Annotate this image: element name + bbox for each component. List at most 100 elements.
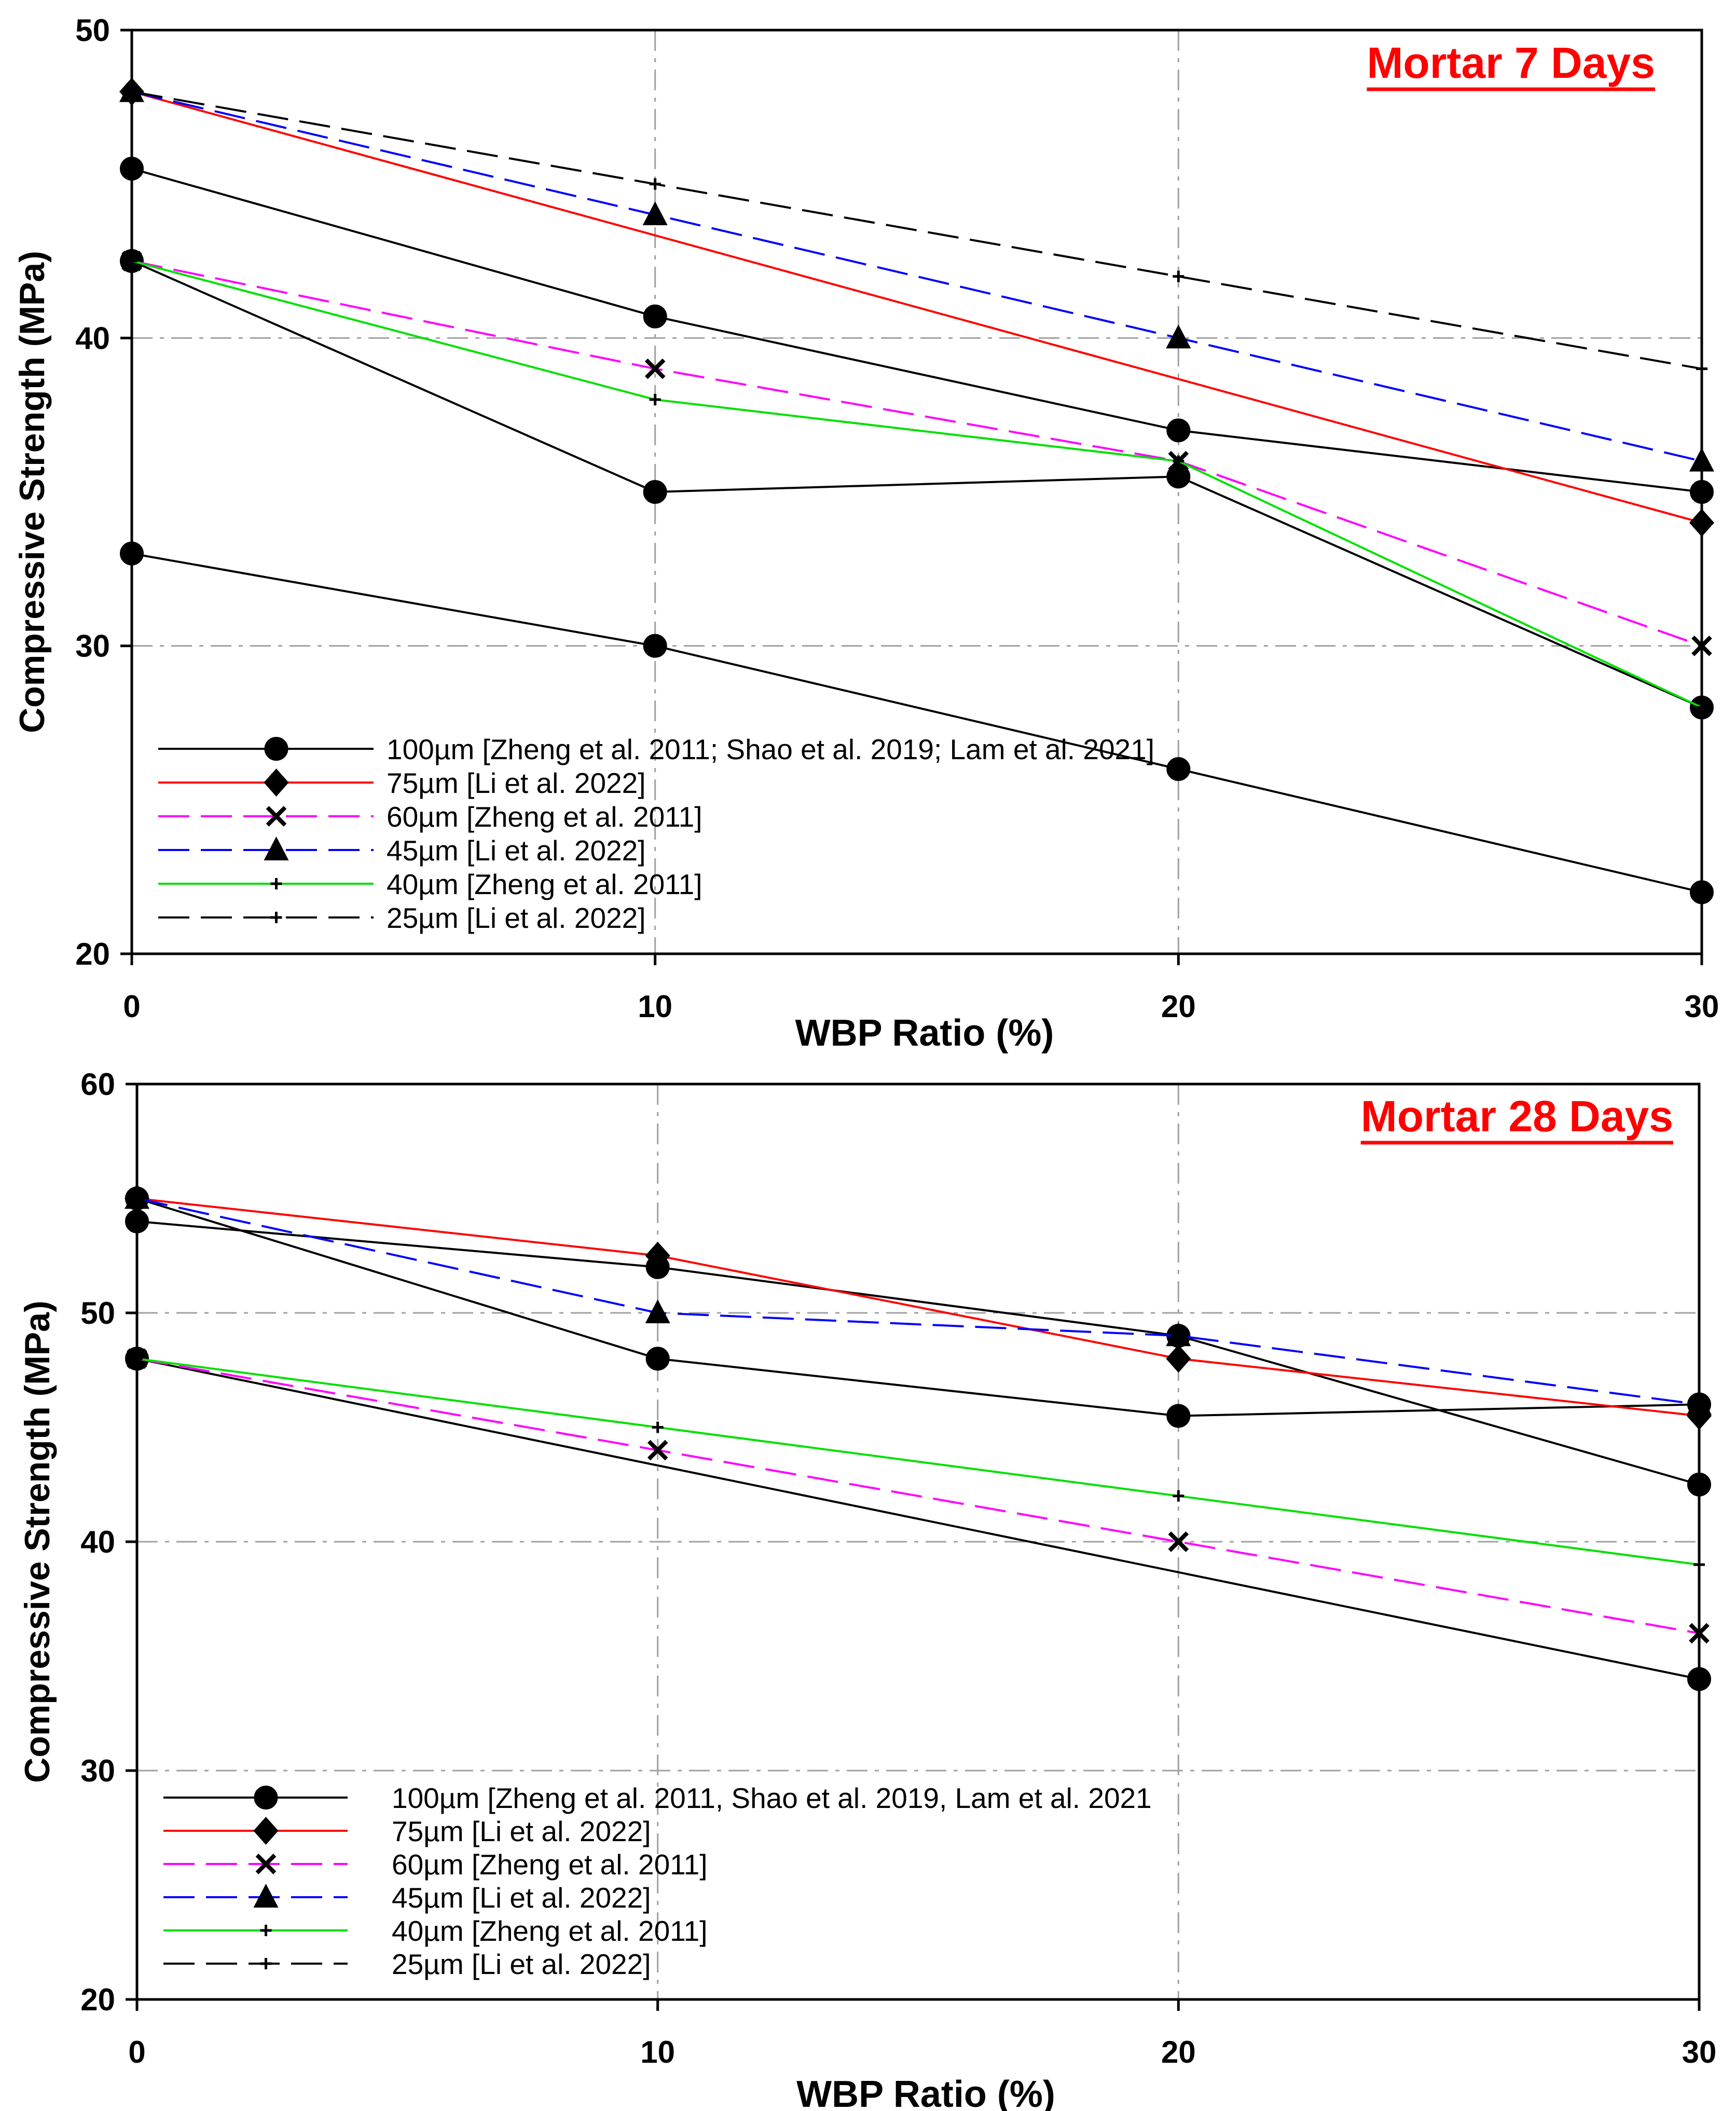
legend-marker <box>253 1884 279 1908</box>
series-line <box>131 90 1702 524</box>
y-tick-label: 20 <box>80 1982 115 2017</box>
data-point <box>1690 480 1714 504</box>
series-line <box>136 1358 1700 1566</box>
data-point <box>1687 1667 1711 1691</box>
legend-entry: 25µm [Li et al. 2022] <box>158 902 646 934</box>
grid-lines <box>132 30 1702 954</box>
grid-lines <box>137 1084 1699 1999</box>
data-point <box>644 358 666 379</box>
data-point <box>1689 447 1714 472</box>
x-tick-label: 10 <box>638 989 672 1024</box>
series-line <box>136 1358 1700 1635</box>
legend-entry: 60µm [Zheng et al. 2011] <box>163 1848 708 1881</box>
x-tick-label: 10 <box>640 2035 675 2069</box>
x-tick-label: 20 <box>1161 2035 1196 2069</box>
legend-label: 25µm [Li et al. 2022] <box>392 1948 651 1980</box>
legend-entry: 60µm [Zheng et al. 2011] <box>158 801 702 833</box>
x-tick-label: 0 <box>128 2035 145 2069</box>
legend: 100µm [Zheng et al. 2011; Shao et al. 20… <box>158 733 1154 934</box>
series-100-m-shao-et-al-2019- <box>125 1209 1711 1497</box>
y-tick-label: 40 <box>80 1525 115 1559</box>
data-point <box>1173 270 1184 282</box>
y-tick-label: 50 <box>75 13 110 48</box>
legend-label: 100µm [Zheng et al. 2011; Shao et al. 20… <box>387 733 1154 765</box>
data-point <box>1173 455 1184 467</box>
y-axis-label: Compressive Strength (MPa) <box>12 251 52 733</box>
series-line <box>136 1197 1700 1417</box>
legend-entry: 100µm [Zheng et al. 2011, Shao et al. 20… <box>163 1782 1152 1814</box>
series-line <box>131 260 1702 709</box>
data-point <box>1166 1404 1191 1428</box>
data-point <box>649 394 661 405</box>
legend-marker <box>260 1958 272 1969</box>
series-line <box>131 552 1702 894</box>
legend-label: 45µm [Li et al. 2022] <box>387 834 646 867</box>
y-tick-label: 60 <box>80 1067 115 1102</box>
data-point <box>642 201 668 225</box>
chart-title: Mortar 7 Days <box>1367 38 1655 87</box>
plot-frame <box>130 29 1703 955</box>
data-point <box>1166 324 1191 349</box>
legend-marker <box>270 912 282 923</box>
data-point <box>120 157 144 181</box>
series-line <box>131 260 1702 709</box>
chart-panel-28-days: 0 10 20 30 20 30 40 50 60 WBP Ratio (%) Compressiv… <box>18 1067 1716 2111</box>
series-45-m <box>119 78 1714 472</box>
legend-marker <box>270 878 282 889</box>
legend-label: 75µm [Li et al. 2022] <box>387 767 646 799</box>
data-point <box>1696 363 1707 375</box>
data-point <box>1166 1322 1191 1347</box>
y-axis-label: Compressive Strength (MPa) <box>18 1300 57 1783</box>
data-point <box>645 1241 670 1270</box>
legend-marker <box>260 1925 272 1936</box>
x-tick-label: 20 <box>1161 989 1196 1024</box>
data-point <box>1687 1391 1712 1415</box>
legend-entry: 45µm [Li et al. 2022] <box>158 834 646 867</box>
series-line <box>136 1220 1700 1486</box>
data-point <box>1166 1345 1191 1373</box>
series-40-m <box>131 1353 1705 1571</box>
x-tick-label: 30 <box>1685 989 1719 1024</box>
series-line <box>136 1197 1700 1406</box>
series-line <box>131 90 1702 462</box>
data-point <box>125 1185 149 1209</box>
data-point <box>131 1353 143 1365</box>
data-point <box>647 1440 668 1461</box>
data-point <box>645 1347 670 1371</box>
data-point <box>1166 757 1191 781</box>
series-line <box>131 260 1702 647</box>
legend-label: 60µm [Zheng et al. 2011] <box>392 1848 708 1881</box>
data-point <box>1166 418 1191 443</box>
legend-label: 40µm [Zheng et al. 2011] <box>387 868 702 900</box>
data-point <box>120 541 144 566</box>
data-point <box>1693 1559 1705 1571</box>
y-tick-label: 30 <box>75 629 110 664</box>
legend-marker <box>254 1786 278 1810</box>
data-point <box>643 634 667 658</box>
data-point <box>652 1421 664 1433</box>
series-75-m <box>125 1184 1712 1430</box>
legend: 100µm [Zheng et al. 2011, Shao et al. 20… <box>163 1782 1152 1980</box>
legend-label: 25µm [Li et al. 2022] <box>387 902 646 934</box>
series-100-m-shao-et-al-2019- <box>120 541 1714 904</box>
data-point <box>1168 1531 1189 1552</box>
data-point <box>1696 702 1707 714</box>
y-tick-label: 20 <box>75 937 110 971</box>
chart-panel-7-days: 0 10 20 30 20 30 40 50 WBP Ratio (%) Compressive … <box>12 13 1719 1054</box>
legend-marker <box>266 806 287 827</box>
data-point <box>643 304 667 328</box>
data-point <box>1689 509 1714 537</box>
x-tick-label: 0 <box>123 989 140 1024</box>
series-25-m <box>126 86 1707 375</box>
legend-entry: 40µm [Zheng et al. 2011] <box>163 1915 708 1947</box>
legend-label: 45µm [Li et al. 2022] <box>392 1882 651 1914</box>
legend-marker <box>264 737 288 761</box>
series-40-m <box>126 255 1707 714</box>
x-axis-label: WBP Ratio (%) <box>796 2074 1055 2111</box>
data-point <box>126 255 137 267</box>
legend-entry: 100µm [Zheng et al. 2011; Shao et al. 20… <box>158 733 1154 765</box>
data-point <box>1687 1472 1711 1497</box>
y-tick-label: 50 <box>80 1296 115 1331</box>
legend-entry: 45µm [Li et al. 2022] <box>163 1882 651 1914</box>
